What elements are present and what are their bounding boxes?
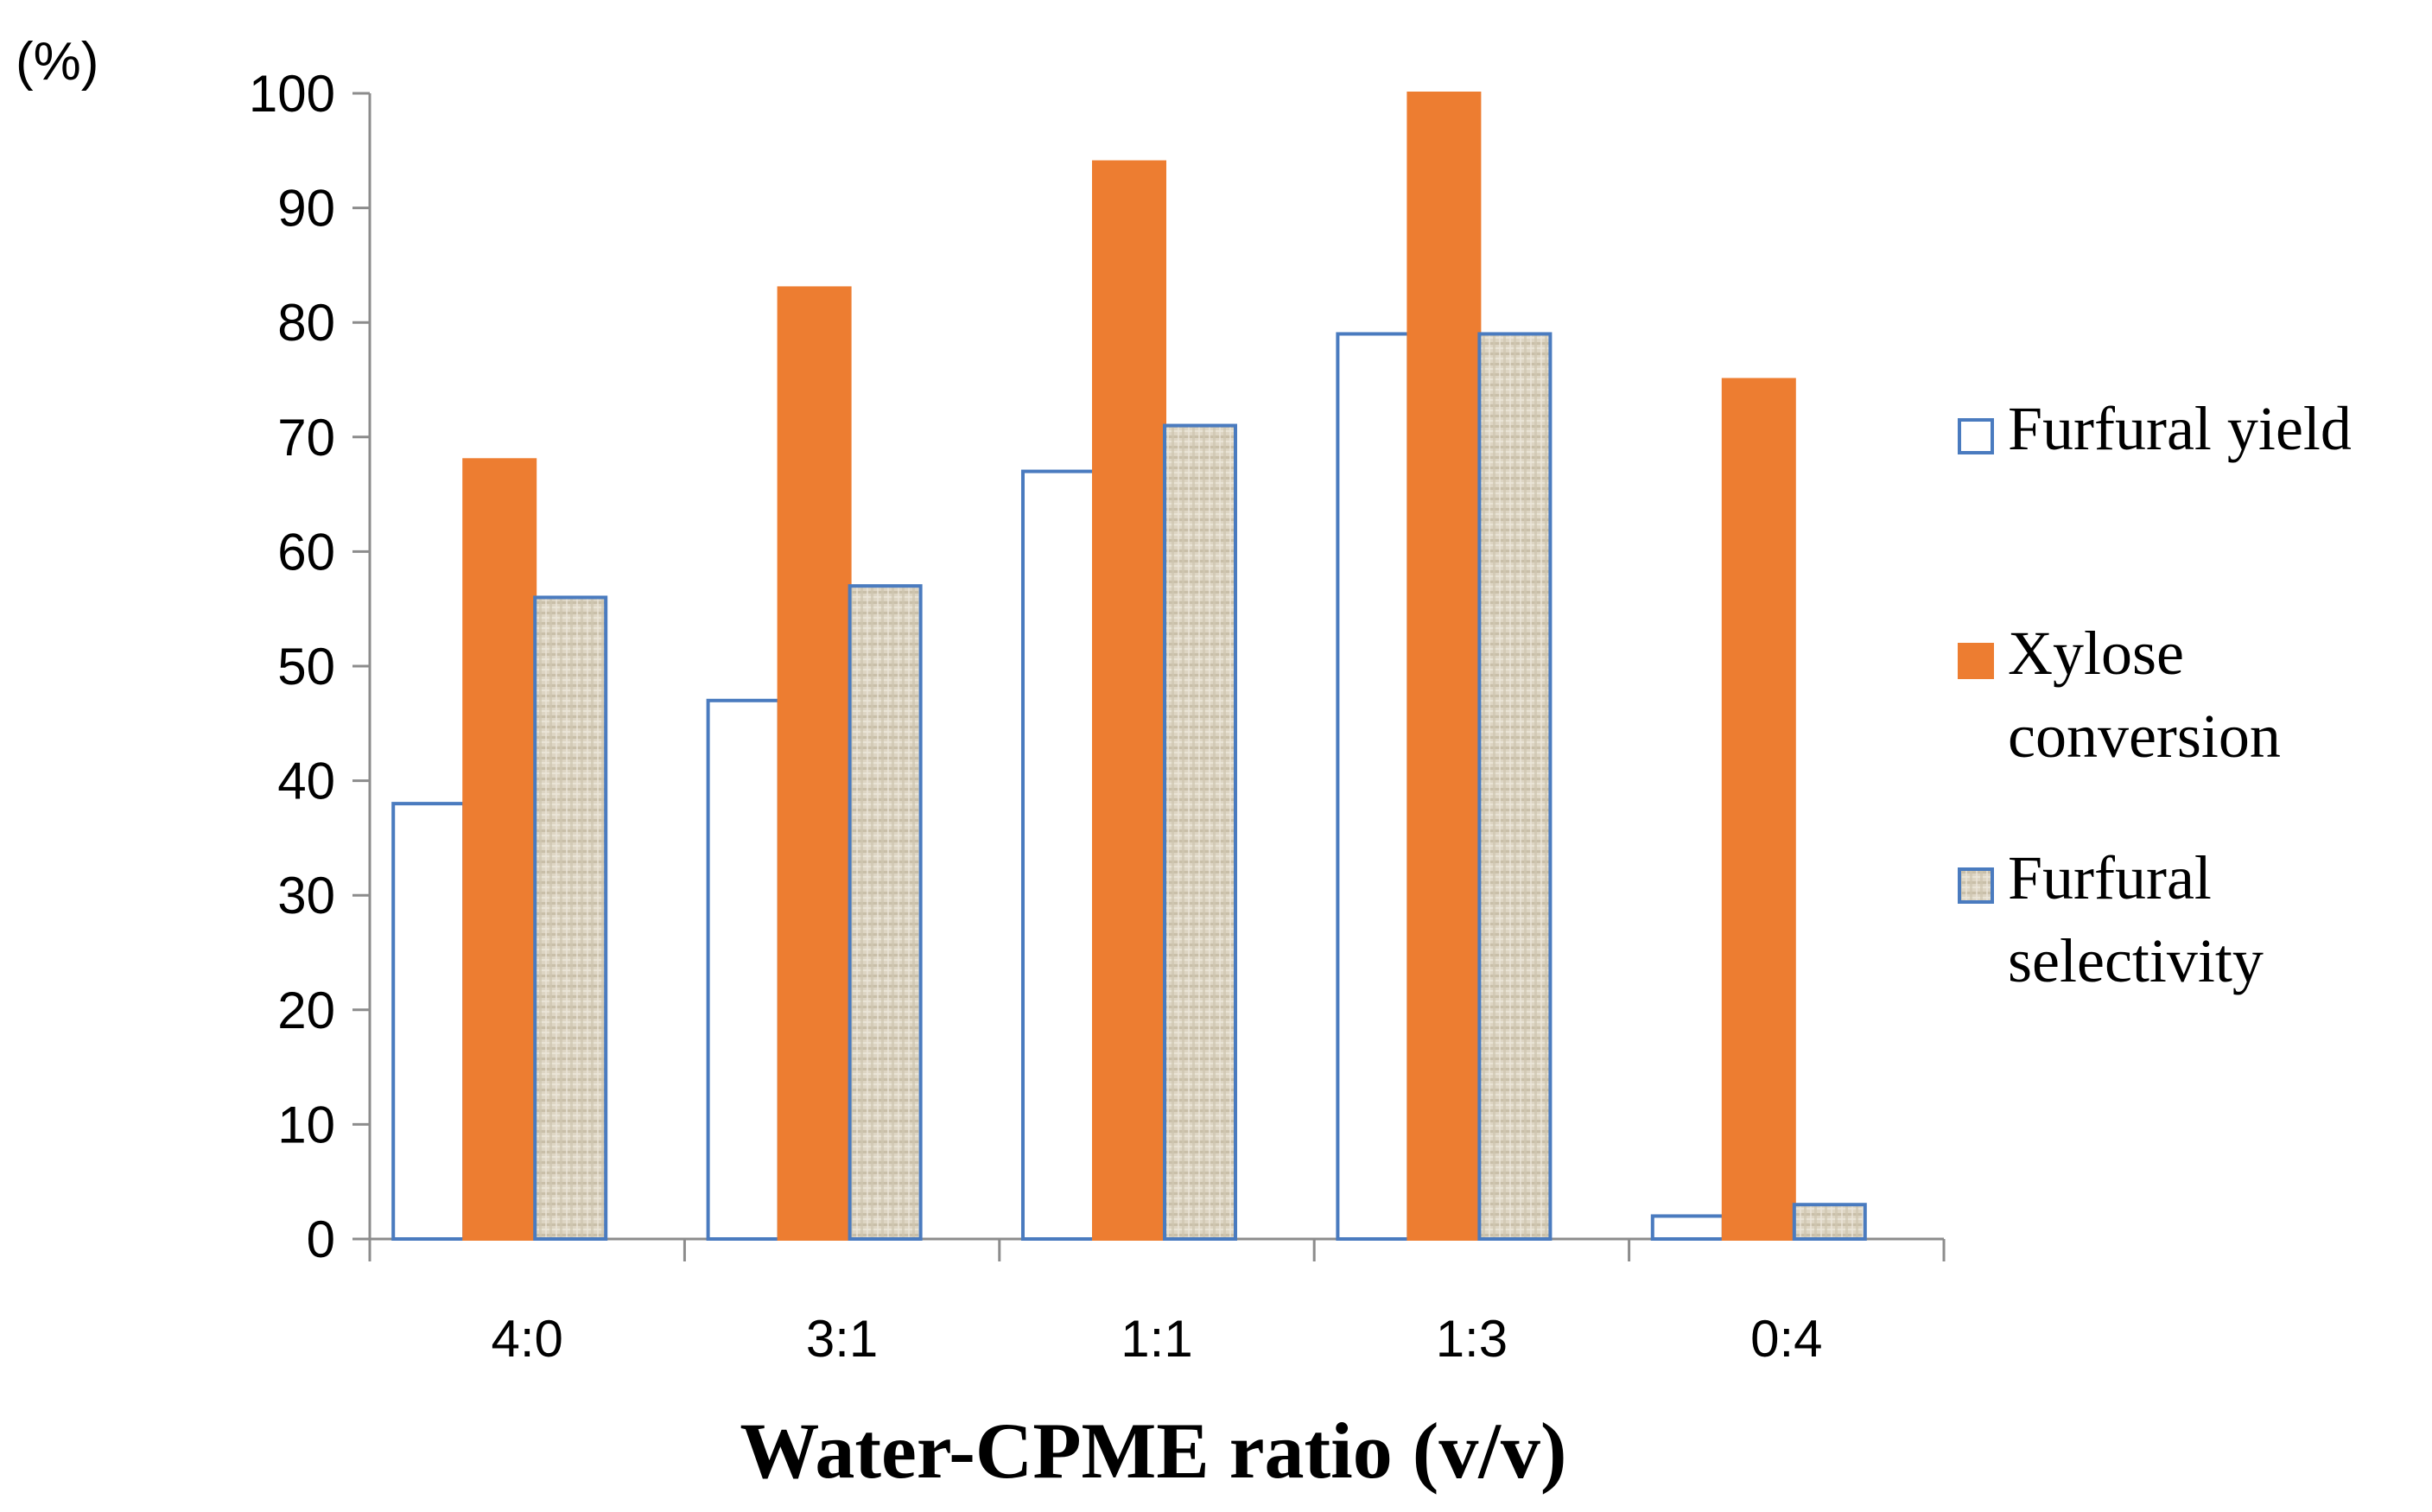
bar-furfural-selectivity-3-1 (848, 584, 923, 1241)
x-tick-label: 0:4 (1750, 1310, 1822, 1368)
x-axis: 4:0 3:1 1:1 1:3 0:4 (368, 1237, 1946, 1368)
bar-furfural-yield-1-3 (1336, 332, 1411, 1242)
legend-swatch (1958, 867, 1994, 904)
y-tick-label: 90 (277, 180, 335, 238)
legend-item: Furfural yield (1958, 394, 2352, 463)
legend-label: conversion (2008, 702, 2281, 771)
bar-xylose-conversion-3-1 (777, 286, 852, 1241)
y-tick-label: 70 (277, 409, 335, 467)
bar-xylose-conversion-0-4 (1721, 378, 1796, 1241)
x-axis-title: Water-CPME ratio (v/v) (740, 1407, 1566, 1495)
bar-furfural-yield-4-0 (391, 802, 467, 1241)
legend-item: Xylose conversion (1958, 619, 2281, 771)
y-tick-label: 60 (277, 523, 335, 581)
bar-xylose-conversion-1-3 (1406, 92, 1482, 1241)
bar-furfural-yield-1-1 (1021, 469, 1095, 1241)
bar-furfural-yield-3-1 (706, 698, 781, 1241)
y-tick-label: 20 (277, 982, 335, 1039)
legend-label: selectivity (2008, 926, 2264, 995)
legend-item: Furfural selectivity (1958, 843, 2264, 995)
bar-furfural-selectivity-1-3 (1477, 332, 1553, 1242)
y-tick-label: 50 (277, 638, 335, 696)
bar-xylose-conversion-1-1 (1092, 160, 1166, 1241)
legend-label: Furfural yield (2008, 394, 2352, 463)
y-tick-label: 40 (277, 753, 335, 810)
bar-furfural-selectivity-0-4 (1792, 1203, 1867, 1241)
legend-swatch (1958, 418, 1994, 454)
bar-furfural-selectivity-4-0 (533, 595, 608, 1241)
x-tick-label: 1:1 (1121, 1310, 1192, 1368)
y-tick-label: 80 (277, 294, 335, 352)
y-tick-label: 0 (307, 1210, 335, 1268)
x-tick-label: 1:3 (1436, 1310, 1508, 1368)
bar-xylose-conversion-4-0 (462, 458, 537, 1241)
bar-furfural-yield-0-4 (1650, 1214, 1725, 1241)
legend: Furfural yield Xylose conversion Furfural se… (1958, 394, 2352, 995)
legend-swatch (1958, 643, 1994, 679)
y-tick-label: 10 (277, 1096, 335, 1153)
y-tick-label: 30 (277, 867, 335, 924)
x-tick-label: 3:1 (806, 1310, 878, 1368)
legend-label: Xylose (2008, 619, 2184, 688)
y-axis: 0 10 20 30 40 50 60 70 80 90 100 (249, 65, 371, 1268)
legend-label: Furfural (2008, 843, 2212, 912)
y-tick-label: 100 (249, 65, 335, 123)
bars-group (391, 92, 1867, 1242)
x-tick-label: 4:0 (491, 1310, 562, 1368)
y-unit-label: (%) (16, 32, 98, 92)
bar-furfural-selectivity-1-1 (1163, 423, 1237, 1242)
